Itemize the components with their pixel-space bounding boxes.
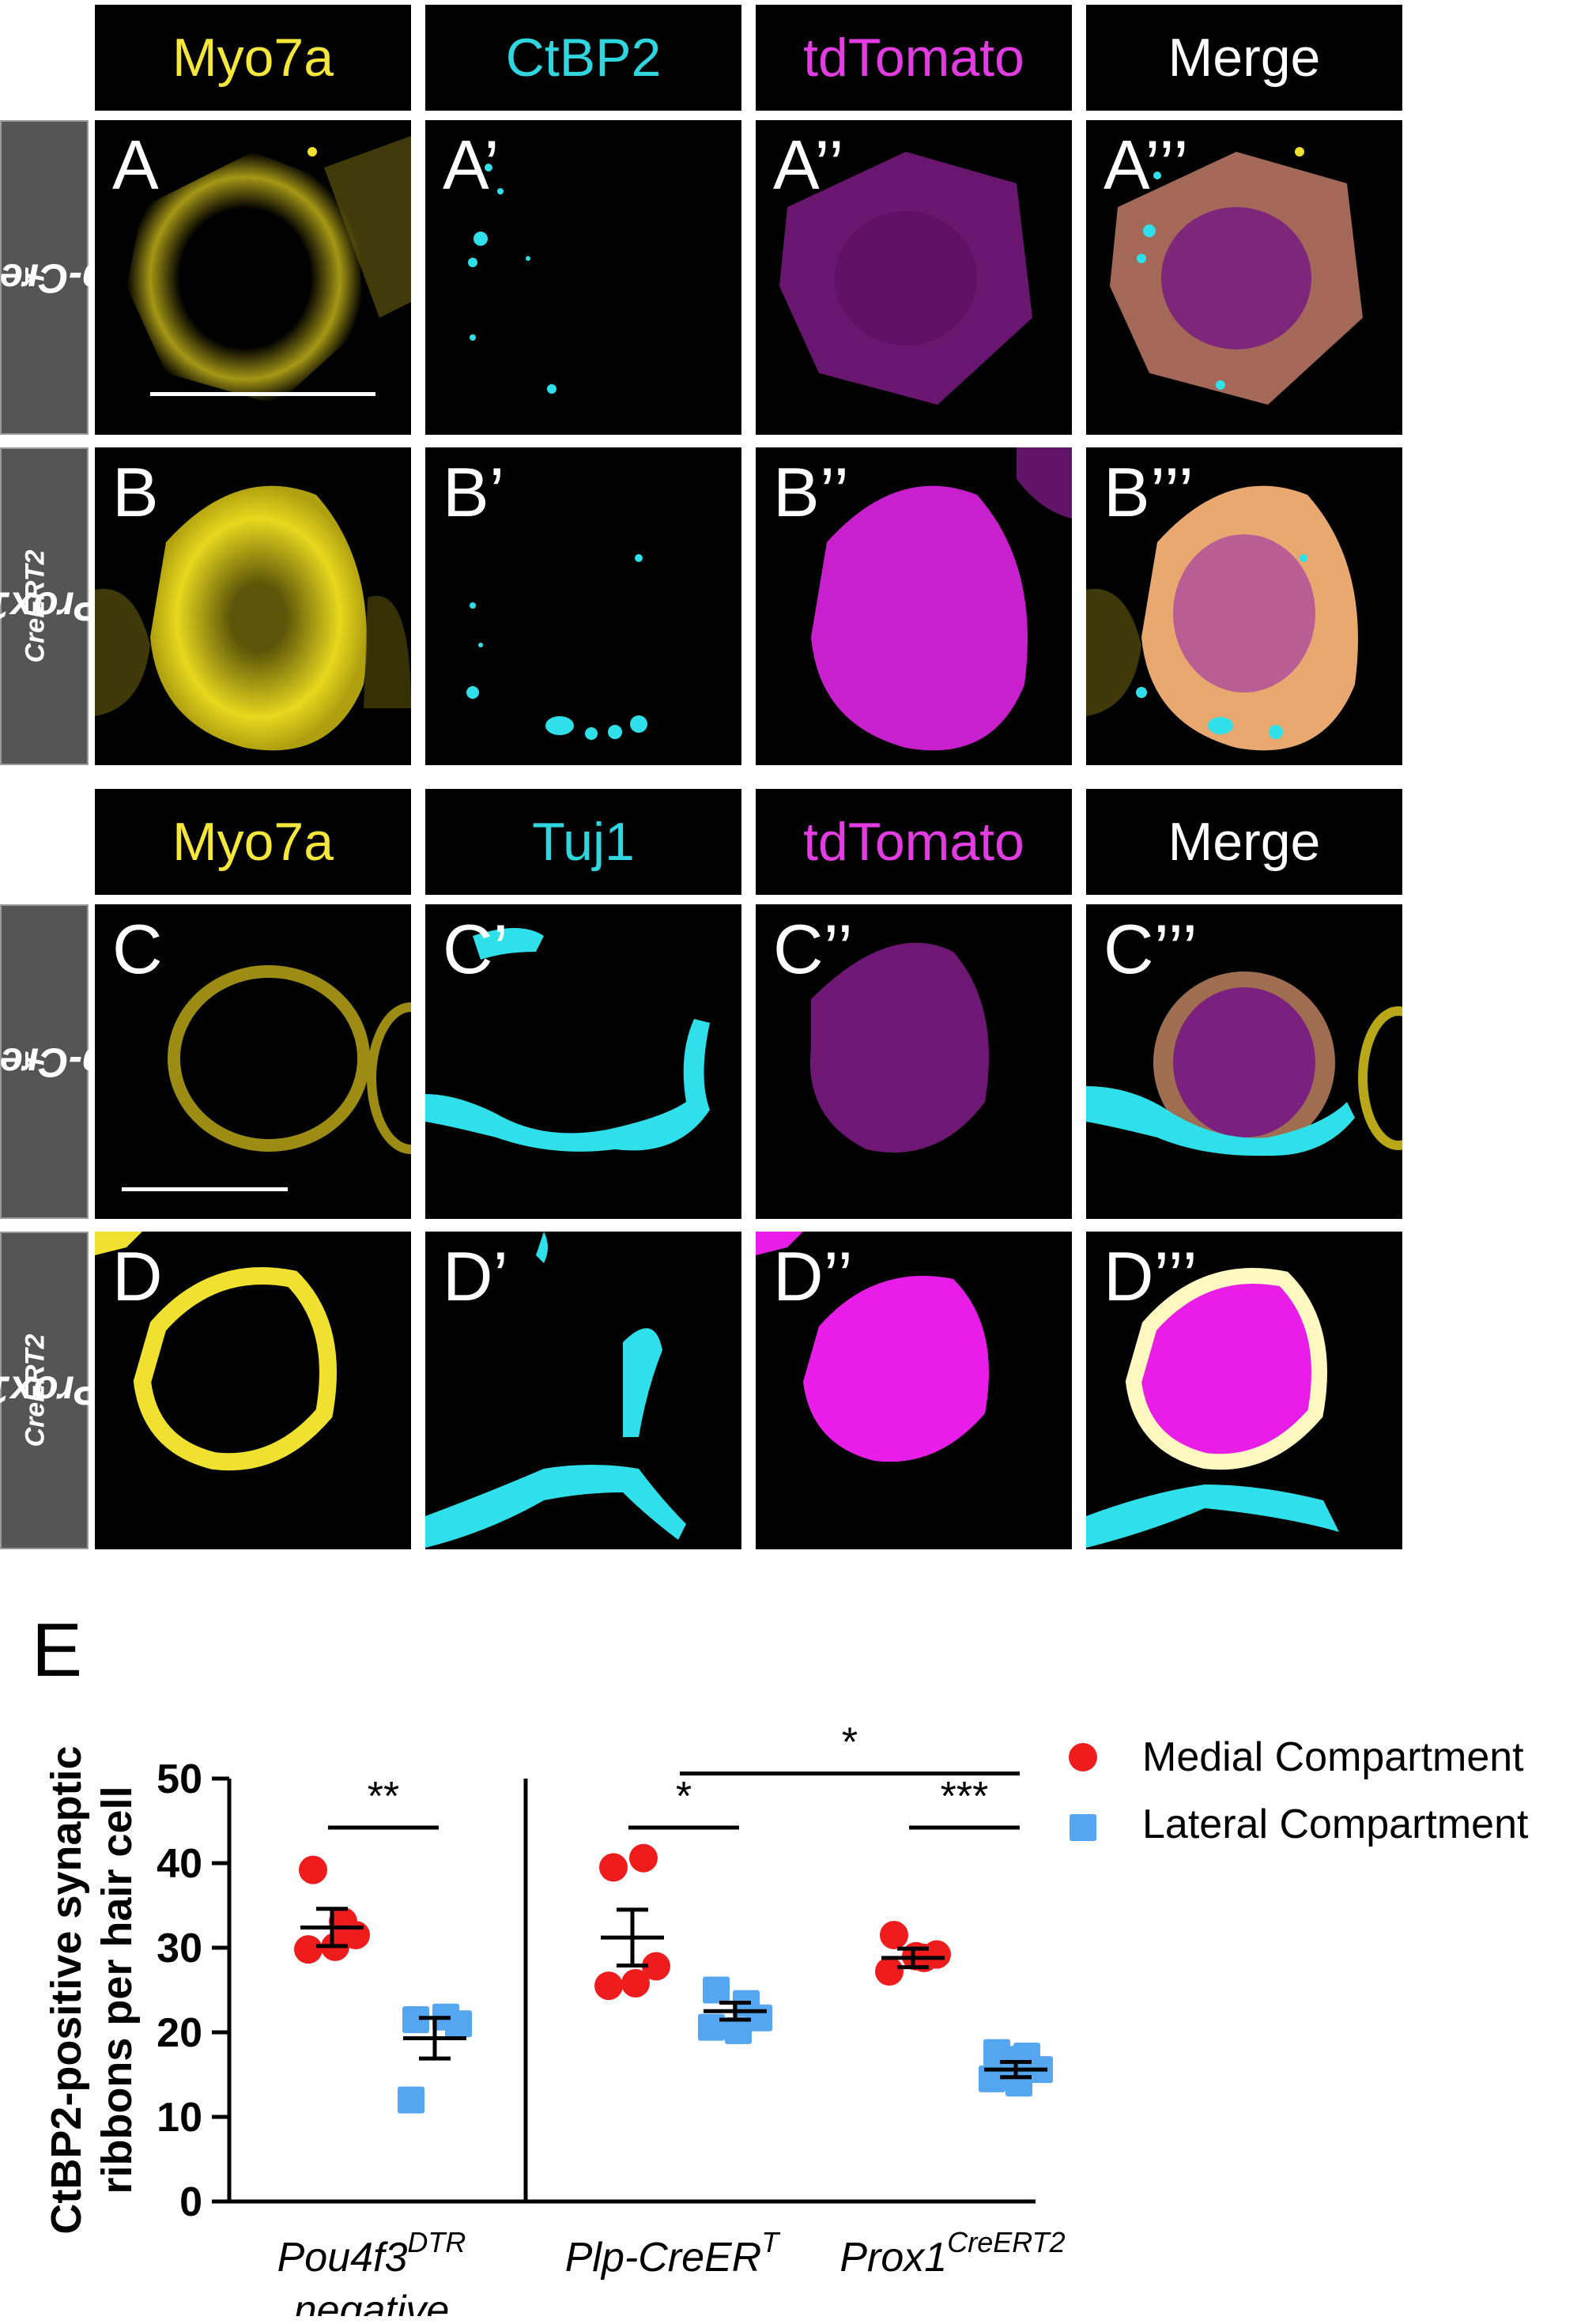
micrograph-b-myo7a: B [95,447,411,765]
medial-point [621,1968,650,1998]
micrograph-d-myo7a: D [95,1232,411,1549]
lateral-point [725,2017,752,2044]
legend-medial-label: Medial Compartment [1142,1734,1524,1780]
lateral-point [398,2086,424,2114]
medial-point [294,1935,323,1964]
y-tick-label: 0 [179,2179,202,2225]
panel-label-a: A [112,126,159,204]
medial-point [880,1920,908,1949]
y-tick-label: 10 [157,2095,202,2141]
panel-label-c: C [112,910,163,988]
header-myo7a-1: Myo7a [95,5,411,111]
header-tuj1: Tuj1 [425,789,741,895]
legend-medial-marker [1069,1743,1097,1771]
significance-label: ** [368,1774,399,1820]
micrograph-d-tdtomato: D’’ [756,1232,1072,1549]
legend-lateral-label: Lateral Compartment [1142,1801,1529,1847]
micrograph-b-tdtomato: B’’ [756,447,1072,765]
micrograph-b-merge: B’’’ [1086,447,1402,765]
panel-label-a-triple-prime: A’’’ [1104,126,1189,204]
panel-label-c-double-prime: C’’ [773,910,854,988]
panel-label-b: B [112,453,159,531]
row-label-d: Prox1CreERT2 [0,1232,101,1549]
micrograph-d-tuj1: D’ [425,1232,741,1549]
legend-lateral-marker [1070,1814,1096,1841]
lateral-point [445,2010,472,2038]
header-merge-1: Merge [1086,5,1402,111]
medial-point [599,1853,628,1882]
medial-point [299,1855,327,1884]
micrograph-d-merge: D’’’ [1086,1232,1402,1549]
micrograph-c-myo7a: C [95,904,411,1219]
scale-bar-c [122,1187,288,1191]
x-group-label-line2: negative [294,2288,450,2316]
micrograph-c-tuj1: C’ [425,904,741,1219]
y-tick-label: 30 [157,1926,202,1971]
header-merge-2: Merge [1086,789,1402,895]
panel-label-c-prime: C’ [443,910,509,988]
scale-bar-a [150,392,375,396]
medial-point [594,1971,623,2001]
medial-point [875,1956,904,1986]
significance-label: * [676,1774,692,1820]
significance-label: * [842,1720,858,1766]
micrograph-a-ctbp2: A’ [425,120,741,435]
micrograph-c-tdtomato: C’’ [756,904,1072,1219]
lateral-point [402,2005,429,2033]
panel-label-e: E [32,1608,82,1692]
micrograph-c-merge: C’’’ [1086,904,1402,1219]
y-tick-label: 40 [157,1841,202,1887]
chart-e: E CtBP2-positive synapticribbons per hair… [32,1608,1529,2316]
row-label-a: Plp-CreERT [0,120,146,435]
medial-point [642,1952,670,1981]
x-group-label: Pou4f3DTR [277,2226,466,2281]
micrograph-a-merge: A’’’ [1086,120,1402,435]
medial-point [629,1843,658,1873]
panel-label-d-double-prime: D’’ [773,1237,854,1315]
lateral-point [1005,2069,1032,2097]
header-myo7a-2: Myo7a [95,789,411,895]
micrograph-b-ctbp2: B’ [425,447,741,765]
micrograph-a-myo7a: A [95,120,411,435]
medial-point [922,1940,951,1969]
panel-label-a-prime: A’ [443,126,500,204]
row-label-c: Plp-CreERT [0,904,146,1219]
row-label-b: Prox1CreERT2 [0,447,101,765]
panel-label-d-triple-prime: D’’’ [1104,1237,1198,1315]
panel-label-b-double-prime: B’’ [773,453,850,531]
x-group-label: Plp-CreERT [565,2226,782,2281]
panel-label-c-triple-prime: C’’’ [1104,910,1198,988]
micrograph-a-tdtomato: A’’ [756,120,1072,435]
panel-label-d-prime: D’ [443,1237,509,1315]
header-ctbp2: CtBP2 [425,5,741,111]
y-tick-label: 50 [157,1756,202,1802]
significance-label: *** [941,1774,989,1820]
panel-label-a-double-prime: A’’ [773,126,844,204]
panel-label-b-triple-prime: B’’’ [1104,453,1194,531]
y-tick-label: 20 [157,2010,202,2056]
header-tdtomato-2: tdTomato [756,789,1072,895]
header-tdtomato-1: tdTomato [756,5,1072,111]
y-axis-label: CtBP2-positive synapticribbons per hair … [43,1745,141,2234]
panel-label-b-prime: B’ [443,453,505,531]
panel-label-d: D [112,1237,163,1315]
lateral-point [703,1976,730,2004]
x-group-label: Prox1CreERT2 [839,2226,1065,2281]
lateral-point [698,2013,725,2041]
